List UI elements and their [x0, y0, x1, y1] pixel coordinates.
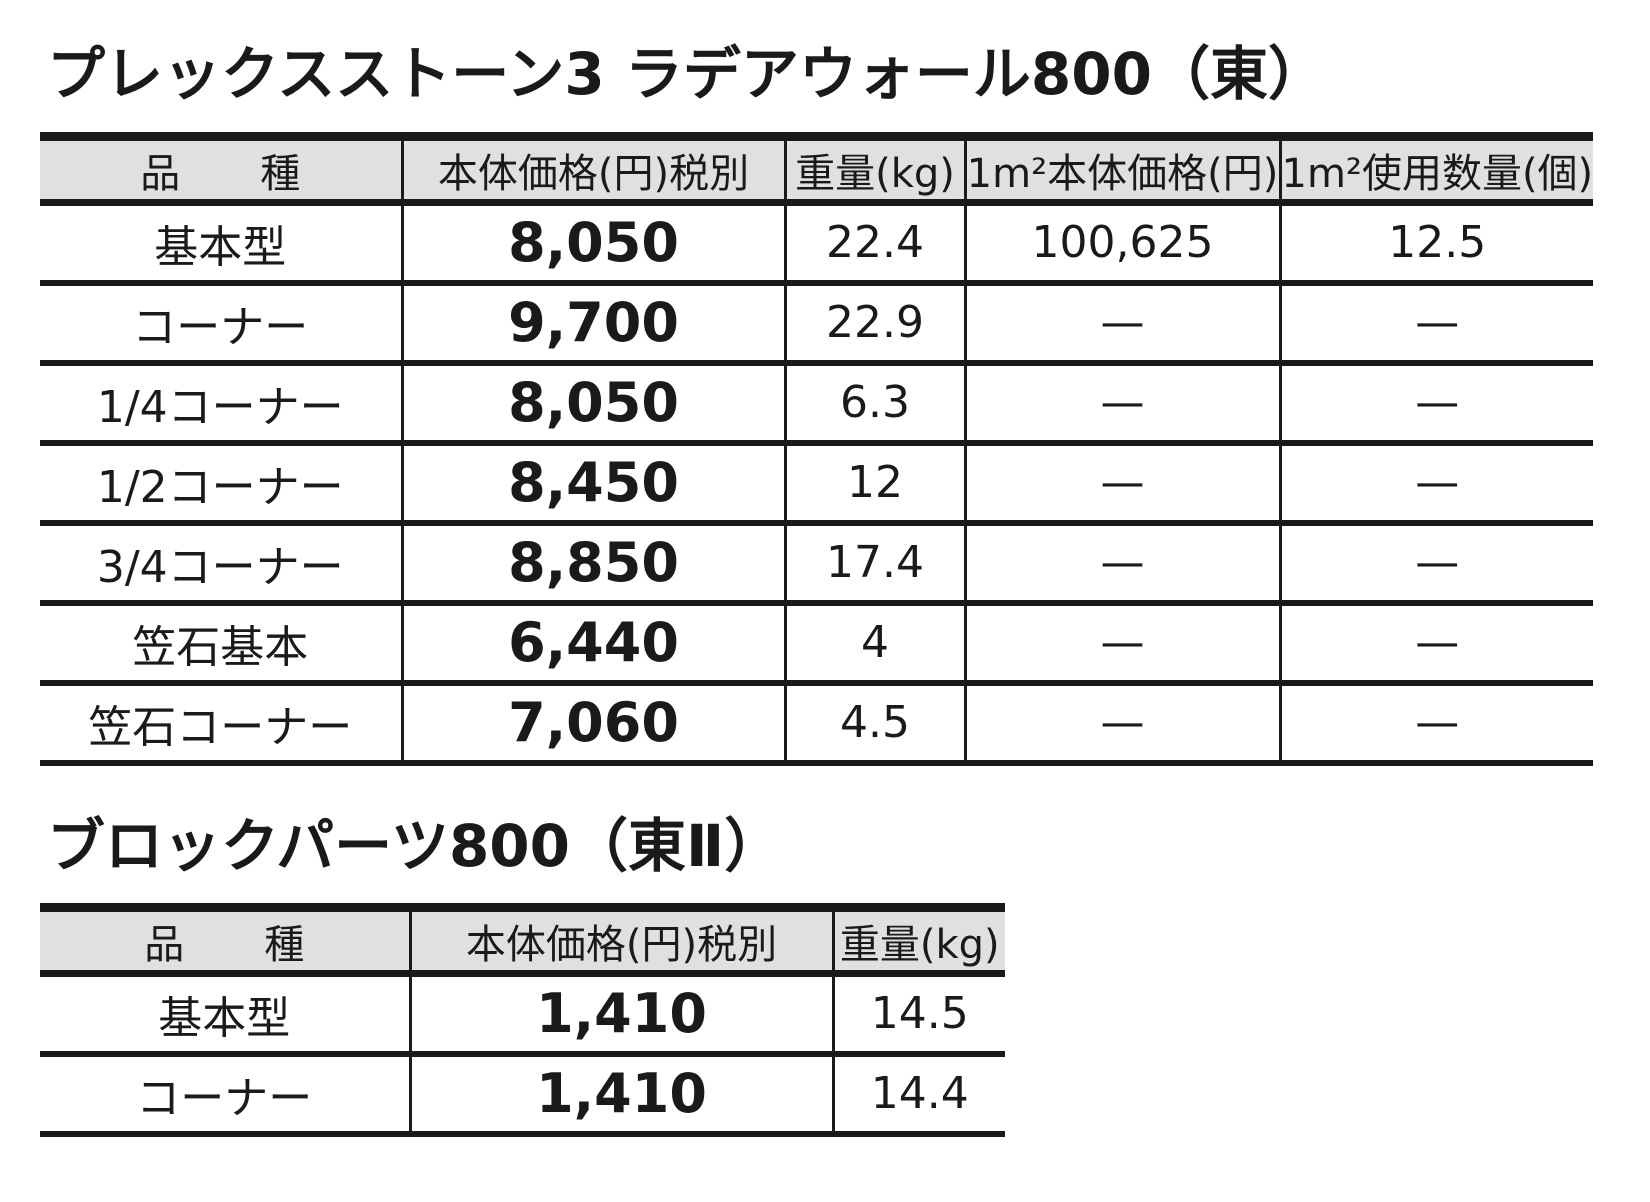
cell-price-per-m2: —: [963, 679, 1280, 766]
table-header: 品 種 本体価格(円)税別 重量(kg) 1m²本体価格(円) 1m²使用数量(…: [40, 136, 1593, 206]
column-header-qty-per-m2: 1m²使用数量(個): [1278, 136, 1593, 206]
cell-weight: 6.3: [783, 359, 965, 443]
cell-weight: 12: [783, 439, 965, 523]
cell-product-type: コーナー: [40, 279, 402, 363]
cell-unit-price: 8,050: [400, 359, 785, 443]
section-title-radea-wall-800: プレックスストーン3 ラデアウォール800（東）: [47, 40, 1326, 108]
table-row: 3/4コーナー 8,850 17.4 — —: [40, 519, 1593, 603]
table-header: 品 種 本体価格(円)税別 重量(kg): [40, 907, 1005, 977]
cell-price-per-m2: —: [963, 439, 1280, 523]
cell-unit-price: 1,410: [408, 973, 833, 1054]
price-table-radea-wall-800: 品 種 本体価格(円)税別 重量(kg) 1m²本体価格(円) 1m²使用数量(…: [40, 131, 1593, 766]
cell-product-type: 1/2コーナー: [40, 439, 402, 523]
table-row: 笠石コーナー 7,060 4.5 — —: [40, 679, 1593, 766]
table-row: 基本型 1,410 14.5: [40, 973, 1005, 1054]
cell-qty-per-m2: —: [1278, 439, 1593, 523]
cell-unit-price: 9,700: [400, 279, 785, 363]
cell-unit-price: 8,850: [400, 519, 785, 603]
cell-product-type: 3/4コーナー: [40, 519, 402, 603]
column-header-product-type: 品 種: [40, 907, 410, 977]
table-row: 1/4コーナー 8,050 6.3 — —: [40, 359, 1593, 443]
table-body: 基本型 1,410 14.5 コーナー 1,410 14.4: [40, 973, 1005, 1137]
price-list-page: プレックスストーン3 ラデアウォール800（東） 品 種 本体価格(円)税別 重…: [40, 40, 1593, 1137]
cell-qty-per-m2: —: [1278, 279, 1593, 363]
cell-qty-per-m2: 12.5: [1278, 202, 1593, 283]
cell-weight: 4: [783, 599, 965, 683]
cell-weight: 22.4: [783, 202, 965, 283]
cell-price-per-m2: —: [963, 279, 1280, 363]
cell-product-type: 基本型: [154, 221, 287, 273]
cell-weight: 4.5: [783, 679, 965, 766]
table-row: 基本型 8,050 22.4 100,625 12.5: [40, 202, 1593, 283]
cell-weight: 14.4: [831, 1050, 1005, 1137]
cell-qty-per-m2: —: [1278, 599, 1593, 683]
section-title-block-parts-800: ブロックパーツ800（東Ⅱ）: [47, 811, 783, 880]
cell-price-per-m2: —: [963, 599, 1280, 683]
column-header-unit-price: 本体価格(円)税別: [400, 136, 785, 206]
cell-unit-price: 8,050: [400, 202, 785, 283]
cell-weight: 17.4: [783, 519, 965, 603]
table-row: 笠石基本 6,440 4 — —: [40, 599, 1593, 683]
cell-weight: 14.5: [831, 973, 1005, 1054]
cell-price-per-m2: —: [963, 519, 1280, 603]
cell-weight: 22.9: [783, 279, 965, 363]
table-row: コーナー 1,410 14.4: [40, 1050, 1005, 1137]
cell-product-type: コーナー: [40, 1050, 410, 1137]
header-row: 品 種 本体価格(円)税別 重量(kg) 1m²本体価格(円) 1m²使用数量(…: [40, 136, 1593, 206]
cell-unit-price: 6,440: [400, 599, 785, 683]
cell-unit-price: 1,410: [408, 1050, 833, 1137]
price-table-block-parts-800: 品 種 本体価格(円)税別 重量(kg) 基本型 1,410 14.5 コーナー…: [40, 902, 1005, 1137]
header-row: 品 種 本体価格(円)税別 重量(kg): [40, 907, 1005, 977]
column-header-product-type: 品 種: [40, 136, 402, 206]
cell-product-type: 1/4コーナー: [40, 359, 402, 443]
cell-unit-price: 8,450: [400, 439, 785, 523]
table-row: コーナー 9,700 22.9 — —: [40, 279, 1593, 363]
cell-price-per-m2: 100,625: [963, 202, 1280, 283]
cell-product-type: 笠石コーナー: [40, 679, 402, 766]
table-row: 1/2コーナー 8,450 12 — —: [40, 439, 1593, 523]
cell-unit-price: 7,060: [400, 679, 785, 766]
column-header-weight: 重量(kg): [831, 907, 1005, 977]
cell-qty-per-m2: —: [1278, 359, 1593, 443]
table-body: 基本型 8,050 22.4 100,625 12.5 コーナー 9,700 2…: [40, 202, 1593, 766]
cell-qty-per-m2: —: [1278, 519, 1593, 603]
cell-qty-per-m2: —: [1278, 679, 1593, 766]
column-header-unit-price: 本体価格(円)税別: [408, 907, 833, 977]
cell-price-per-m2: —: [963, 359, 1280, 443]
cell-product-type: 笠石基本: [40, 599, 402, 683]
cell-product-type: 基本型: [158, 992, 291, 1044]
column-header-price-per-m2: 1m²本体価格(円): [963, 136, 1280, 206]
column-header-weight: 重量(kg): [783, 136, 965, 206]
